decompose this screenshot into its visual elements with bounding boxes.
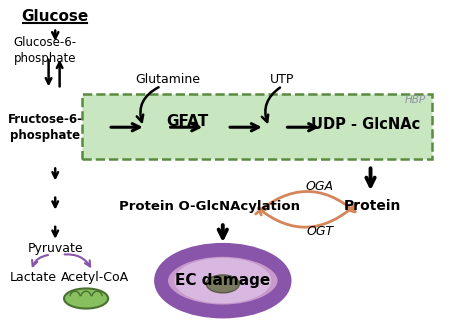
Text: Protein: Protein	[344, 199, 401, 213]
Text: Lactate: Lactate	[9, 271, 57, 284]
Text: Fructose-6-
phosphate: Fructose-6- phosphate	[8, 113, 82, 142]
Text: UTP: UTP	[270, 73, 294, 86]
Text: OGA: OGA	[306, 180, 334, 193]
Text: Protein O-GlcNAcylation: Protein O-GlcNAcylation	[119, 200, 300, 213]
Text: Pyruvate: Pyruvate	[27, 242, 83, 255]
Ellipse shape	[174, 258, 271, 303]
Text: EC damage: EC damage	[175, 273, 270, 288]
Text: Glutamine: Glutamine	[135, 73, 200, 86]
Ellipse shape	[161, 250, 284, 311]
Text: OGT: OGT	[306, 225, 333, 239]
Text: GFAT: GFAT	[166, 114, 209, 129]
Ellipse shape	[206, 275, 239, 293]
Text: Glucose-6-
phosphate: Glucose-6- phosphate	[14, 36, 76, 65]
Text: UDP - GlcNAc: UDP - GlcNAc	[311, 118, 421, 132]
FancyBboxPatch shape	[82, 94, 432, 159]
Text: Glucose: Glucose	[22, 9, 89, 24]
Text: Acetyl-CoA: Acetyl-CoA	[61, 271, 129, 284]
Ellipse shape	[64, 288, 108, 308]
Text: HBP: HBP	[405, 95, 426, 105]
